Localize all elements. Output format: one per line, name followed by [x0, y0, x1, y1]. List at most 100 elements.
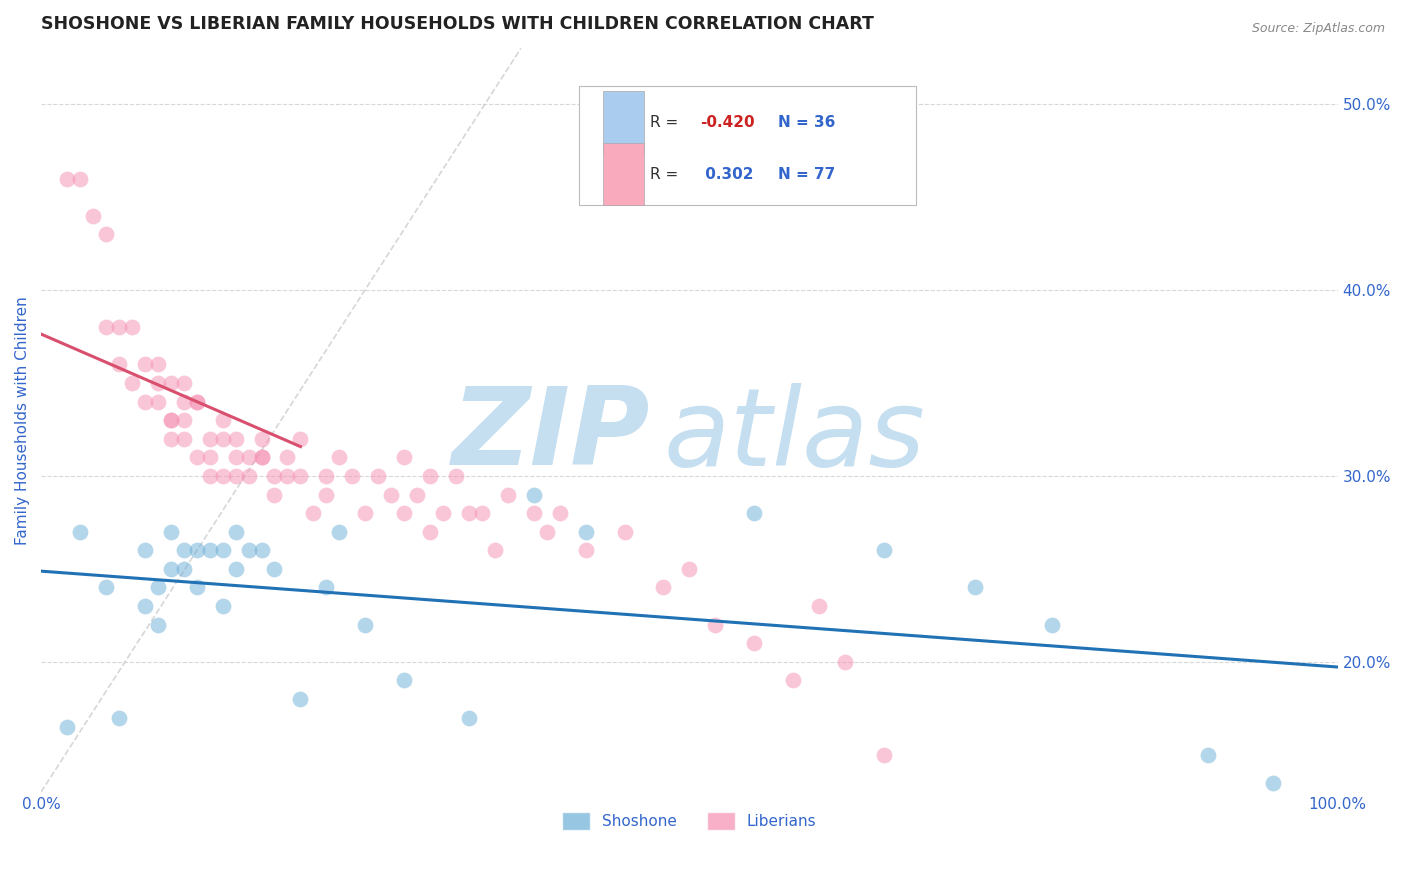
Point: [69, 524, 91, 539]
Point: [69, 171, 91, 186]
Point: [225, 450, 247, 465]
Point: [419, 469, 441, 483]
Point: [1261, 775, 1284, 789]
Point: [1042, 617, 1064, 632]
Point: [652, 581, 675, 595]
Point: [742, 636, 765, 650]
Text: -0.420: -0.420: [700, 115, 755, 129]
Text: R =: R =: [651, 115, 683, 129]
Text: Source: ZipAtlas.com: Source: ZipAtlas.com: [1251, 22, 1385, 36]
Point: [173, 562, 195, 576]
Point: [211, 413, 233, 427]
Point: [225, 562, 247, 576]
Point: [159, 432, 181, 446]
Point: [146, 617, 169, 632]
Point: [471, 506, 494, 520]
Point: [134, 543, 156, 558]
Point: [108, 710, 131, 724]
Point: [225, 524, 247, 539]
Point: [159, 524, 181, 539]
Point: [392, 673, 415, 688]
Point: [392, 450, 415, 465]
Point: [250, 450, 273, 465]
Point: [238, 469, 260, 483]
Text: N = 36: N = 36: [778, 115, 835, 129]
Point: [276, 469, 298, 483]
Point: [548, 506, 571, 520]
Point: [198, 432, 221, 446]
Point: [613, 524, 636, 539]
Point: [211, 432, 233, 446]
Point: [380, 487, 402, 501]
Point: [290, 692, 312, 706]
Point: [225, 432, 247, 446]
Text: 0.302: 0.302: [700, 167, 754, 182]
Point: [782, 673, 804, 688]
Point: [963, 581, 986, 595]
Point: [159, 376, 181, 390]
Point: [444, 469, 467, 483]
Point: [873, 747, 896, 762]
Point: [94, 581, 117, 595]
Point: [186, 581, 208, 595]
Point: [173, 543, 195, 558]
Point: [354, 617, 377, 632]
Legend: Shoshone, Liberians: Shoshone, Liberians: [555, 805, 823, 837]
Point: [186, 450, 208, 465]
Point: [56, 171, 79, 186]
Point: [146, 376, 169, 390]
Y-axis label: Family Households with Children: Family Households with Children: [15, 296, 30, 545]
Point: [94, 320, 117, 334]
Point: [82, 209, 104, 223]
Point: [94, 227, 117, 242]
Point: [173, 394, 195, 409]
Point: [484, 543, 506, 558]
Point: [186, 394, 208, 409]
Point: [328, 524, 350, 539]
Point: [354, 506, 377, 520]
Point: [146, 581, 169, 595]
Point: [678, 562, 700, 576]
Point: [108, 358, 131, 372]
Point: [808, 599, 831, 613]
Point: [250, 450, 273, 465]
Point: [186, 394, 208, 409]
Point: [159, 413, 181, 427]
Point: [315, 469, 337, 483]
FancyBboxPatch shape: [579, 86, 917, 204]
Point: [198, 543, 221, 558]
Point: [575, 543, 598, 558]
Text: SHOSHONE VS LIBERIAN FAMILY HOUSEHOLDS WITH CHILDREN CORRELATION CHART: SHOSHONE VS LIBERIAN FAMILY HOUSEHOLDS W…: [41, 15, 875, 33]
Point: [419, 524, 441, 539]
Point: [367, 469, 389, 483]
Point: [406, 487, 429, 501]
Point: [1197, 747, 1219, 762]
Point: [315, 487, 337, 501]
Point: [173, 376, 195, 390]
Point: [173, 432, 195, 446]
Point: [250, 432, 273, 446]
Point: [392, 506, 415, 520]
Point: [704, 617, 727, 632]
Point: [342, 469, 364, 483]
Point: [134, 394, 156, 409]
Point: [134, 358, 156, 372]
Point: [834, 655, 856, 669]
Point: [173, 413, 195, 427]
Point: [328, 450, 350, 465]
Point: [56, 720, 79, 734]
Point: [458, 506, 481, 520]
Point: [250, 543, 273, 558]
Point: [134, 599, 156, 613]
Point: [146, 394, 169, 409]
Point: [108, 320, 131, 334]
Point: [432, 506, 454, 520]
Point: [536, 524, 558, 539]
Point: [211, 469, 233, 483]
Text: ZIP: ZIP: [453, 382, 651, 488]
Point: [159, 562, 181, 576]
Point: [458, 710, 481, 724]
Point: [186, 543, 208, 558]
Point: [263, 469, 285, 483]
Point: [290, 469, 312, 483]
